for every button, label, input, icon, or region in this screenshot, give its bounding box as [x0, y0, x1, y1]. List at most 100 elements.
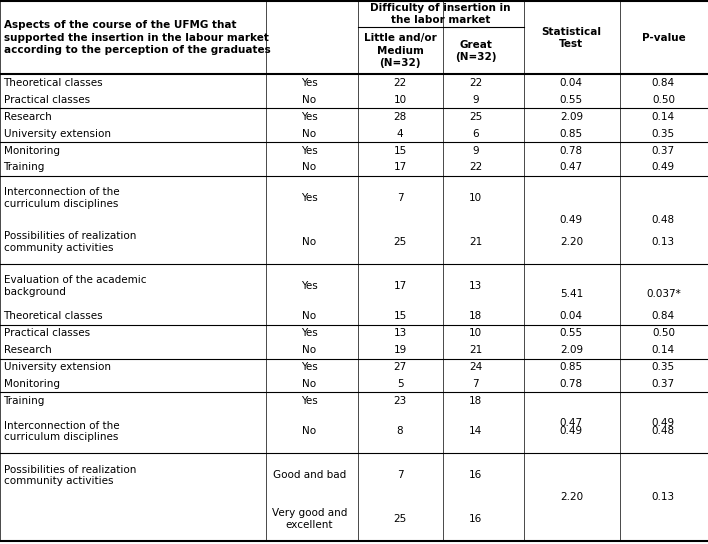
Text: 2.09: 2.09 — [560, 112, 583, 122]
Text: 2.20: 2.20 — [560, 237, 583, 247]
Text: Monitoring: Monitoring — [4, 379, 59, 389]
Text: Great
(N=32): Great (N=32) — [455, 40, 496, 62]
Text: 0.35: 0.35 — [652, 128, 675, 139]
Text: 0.04: 0.04 — [560, 311, 583, 322]
Text: 0.50: 0.50 — [652, 95, 675, 105]
Text: 16: 16 — [469, 514, 482, 524]
Text: Research: Research — [4, 112, 51, 122]
Text: Theoretical classes: Theoretical classes — [4, 78, 103, 88]
Text: 19: 19 — [394, 345, 406, 355]
Text: No: No — [302, 128, 316, 139]
Text: 0.48: 0.48 — [652, 426, 675, 436]
Text: 0.48: 0.48 — [652, 215, 675, 225]
Text: 18: 18 — [469, 311, 482, 322]
Text: Training: Training — [4, 396, 45, 406]
Text: Little and/or
Medium
(N=32): Little and/or Medium (N=32) — [364, 33, 436, 68]
Text: Yes: Yes — [301, 146, 318, 156]
Text: 0.37: 0.37 — [652, 379, 675, 389]
Text: 10: 10 — [469, 193, 482, 203]
Text: 0.14: 0.14 — [652, 112, 675, 122]
Text: Possibilities of realization
community activities: Possibilities of realization community a… — [4, 465, 136, 486]
Text: 0.13: 0.13 — [652, 237, 675, 247]
Text: Statistical
Test: Statistical Test — [542, 27, 601, 49]
Text: P-value: P-value — [641, 33, 685, 43]
Text: Practical classes: Practical classes — [4, 95, 90, 105]
Text: 7: 7 — [396, 471, 404, 480]
Text: No: No — [302, 163, 316, 172]
Text: Yes: Yes — [301, 396, 318, 406]
Text: 0.37: 0.37 — [652, 146, 675, 156]
Text: Yes: Yes — [301, 362, 318, 372]
Text: Yes: Yes — [301, 112, 318, 122]
Text: 0.13: 0.13 — [652, 492, 675, 502]
Text: Difficulty of insertion in
the labor market: Difficulty of insertion in the labor mar… — [370, 3, 511, 26]
Text: 5: 5 — [396, 379, 404, 389]
Text: 0.85: 0.85 — [560, 128, 583, 139]
Text: 5.41: 5.41 — [560, 289, 583, 299]
Text: No: No — [302, 345, 316, 355]
Text: 17: 17 — [394, 163, 406, 172]
Text: Aspects of the course of the UFMG that
supported the insertion in the labour mar: Aspects of the course of the UFMG that s… — [4, 20, 270, 55]
Text: Very good and
excellent: Very good and excellent — [272, 509, 347, 530]
Text: University extension: University extension — [4, 128, 110, 139]
Text: 16: 16 — [469, 471, 482, 480]
Text: 22: 22 — [469, 163, 482, 172]
Text: 21: 21 — [469, 237, 482, 247]
Text: No: No — [302, 379, 316, 389]
Text: 0.49: 0.49 — [652, 163, 675, 172]
Text: Yes: Yes — [301, 78, 318, 88]
Text: 0.84: 0.84 — [652, 311, 675, 322]
Text: 9: 9 — [472, 95, 479, 105]
Text: Monitoring: Monitoring — [4, 146, 59, 156]
Text: 0.49: 0.49 — [560, 215, 583, 225]
Text: Yes: Yes — [301, 281, 318, 291]
Text: 15: 15 — [394, 311, 406, 322]
Text: 0.47: 0.47 — [560, 418, 583, 428]
Text: 0.84: 0.84 — [652, 78, 675, 88]
Text: No: No — [302, 237, 316, 247]
Text: 10: 10 — [394, 95, 406, 105]
Text: 6: 6 — [472, 128, 479, 139]
Text: 7: 7 — [396, 193, 404, 203]
Text: University extension: University extension — [4, 362, 110, 372]
Text: 25: 25 — [469, 112, 482, 122]
Text: 4: 4 — [396, 128, 404, 139]
Text: 0.78: 0.78 — [560, 146, 583, 156]
Text: 21: 21 — [469, 345, 482, 355]
Text: No: No — [302, 95, 316, 105]
Text: 14: 14 — [469, 426, 482, 436]
Text: 23: 23 — [394, 396, 406, 406]
Text: Yes: Yes — [301, 328, 318, 338]
Text: 0.85: 0.85 — [560, 362, 583, 372]
Text: Interconnection of the
curriculum disciplines: Interconnection of the curriculum discip… — [4, 187, 119, 209]
Text: 2.09: 2.09 — [560, 345, 583, 355]
Text: 25: 25 — [394, 237, 406, 247]
Text: 0.04: 0.04 — [560, 78, 583, 88]
Text: 10: 10 — [469, 328, 482, 338]
Text: 7: 7 — [472, 379, 479, 389]
Text: 0.55: 0.55 — [560, 95, 583, 105]
Text: 8: 8 — [396, 426, 404, 436]
Text: 17: 17 — [394, 281, 406, 291]
Text: 0.55: 0.55 — [560, 328, 583, 338]
Text: Interconnection of the
curriculum disciplines: Interconnection of the curriculum discip… — [4, 421, 119, 442]
Text: 27: 27 — [394, 362, 406, 372]
Text: 2.20: 2.20 — [560, 492, 583, 502]
Text: 0.47: 0.47 — [560, 163, 583, 172]
Text: 28: 28 — [394, 112, 406, 122]
Text: 0.35: 0.35 — [652, 362, 675, 372]
Text: 0.037*: 0.037* — [646, 289, 681, 299]
Text: No: No — [302, 311, 316, 322]
Text: Possibilities of realization
community activities: Possibilities of realization community a… — [4, 231, 136, 253]
Text: Training: Training — [4, 163, 45, 172]
Text: Practical classes: Practical classes — [4, 328, 90, 338]
Text: Theoretical classes: Theoretical classes — [4, 311, 103, 322]
Text: 24: 24 — [469, 362, 482, 372]
Text: Evaluation of the academic
background: Evaluation of the academic background — [4, 275, 146, 296]
Text: 13: 13 — [469, 281, 482, 291]
Text: 0.49: 0.49 — [652, 418, 675, 428]
Text: 22: 22 — [469, 78, 482, 88]
Text: 15: 15 — [394, 146, 406, 156]
Text: 0.14: 0.14 — [652, 345, 675, 355]
Text: 13: 13 — [394, 328, 406, 338]
